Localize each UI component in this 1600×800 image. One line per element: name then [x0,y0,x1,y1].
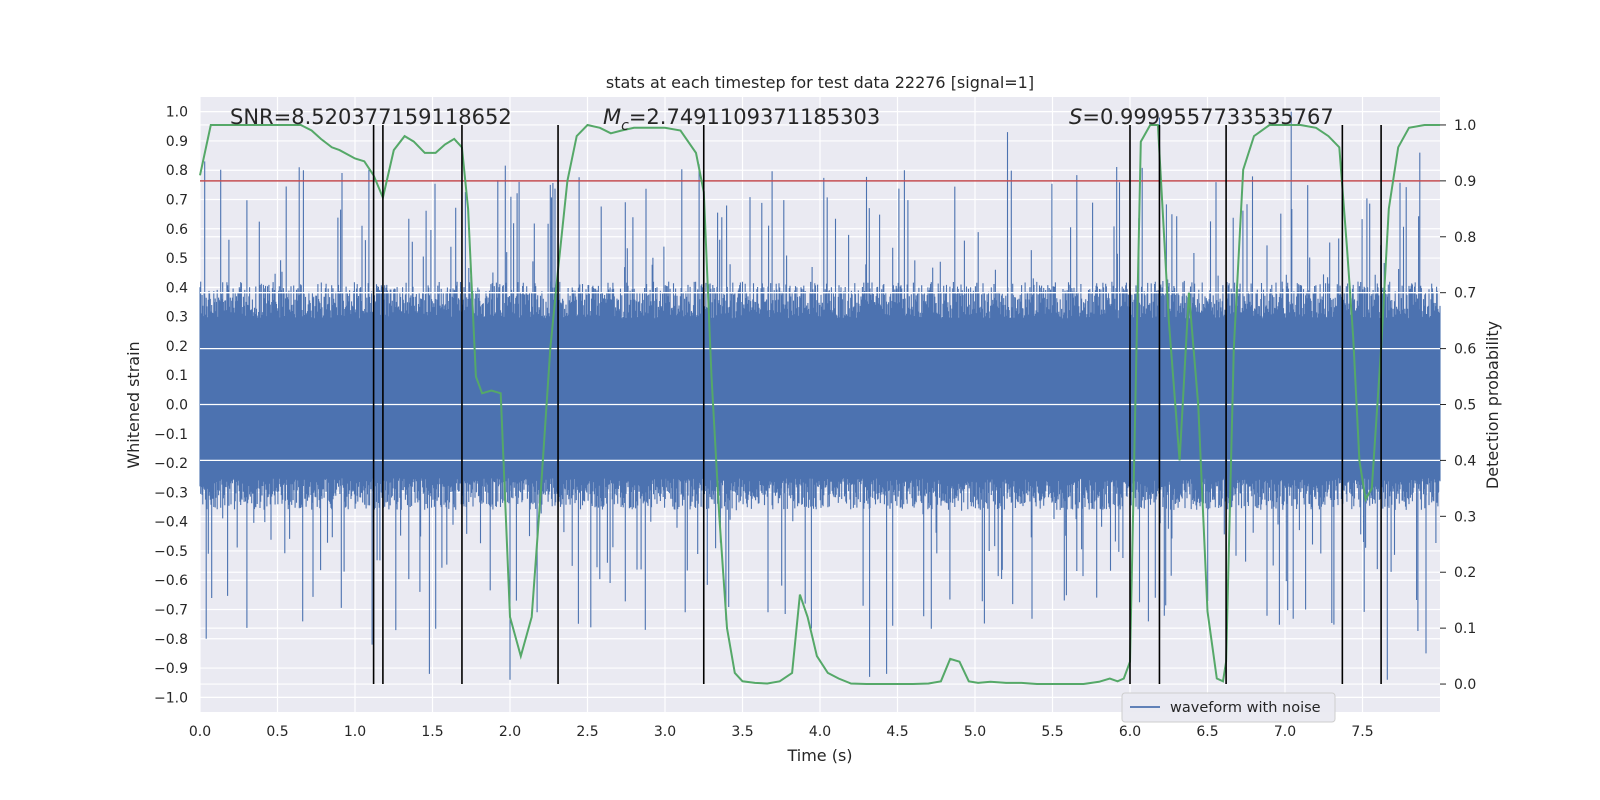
mc-value: =2.7491109371185303 [629,105,880,129]
left-y-tick-label: 0.6 [166,222,188,238]
right-y-tick-label: 0.1 [1454,621,1476,637]
chart-title: stats at each timestep for test data 222… [606,73,1034,92]
legend-label: waveform with noise [1170,700,1321,716]
x-tick-label: 3.0 [654,724,676,740]
x-tick-label: 1.0 [344,724,366,740]
x-tick-label: 4.5 [886,724,908,740]
right-y-tick-label: 0.5 [1454,398,1476,414]
x-tick-label: 7.5 [1351,724,1373,740]
right-y-tick-label: 0.9 [1454,174,1476,190]
left-y-tick-label: −0.9 [154,661,188,677]
left-y-tick-label: 0.8 [166,163,188,179]
s-value: =0.9999557733535767 [1082,105,1333,129]
x-tick-label: 3.5 [731,724,753,740]
x-tick-label: 6.5 [1196,724,1218,740]
left-y-tick-label: 0.7 [166,193,188,209]
right-y-tick-label: 0.0 [1454,677,1476,693]
left-y-tick-label: 0.4 [166,280,188,296]
x-tick-label: 0.0 [189,724,211,740]
x-tick-label: 6.0 [1119,724,1141,740]
right-y-tick-labels: 1.0 0.9 0.8 0.7 0.6 0.5 0.4 0.3 0.2 0.1 0.0 [1440,118,1476,693]
vertical-markers [372,124,1382,685]
detection-probability-series [199,123,1440,685]
x-tick-label: 1.5 [421,724,443,740]
legend: waveform with noise [1121,692,1336,723]
x-tick-label: 7.0 [1274,724,1296,740]
left-y-tick-label: −0.5 [154,544,188,560]
s-symbol: S [1069,105,1082,129]
x-tick-label: 2.0 [499,724,521,740]
x-tick-label: 5.0 [964,724,986,740]
right-y-tick-label: 0.4 [1454,453,1476,469]
x-tick-label: 0.5 [266,724,288,740]
mc-subscript: c [621,118,629,134]
right-y-tick-label: 0.8 [1454,230,1476,246]
right-y-tick-label: 1.0 [1454,118,1476,134]
right-y-tick-label: 0.7 [1454,286,1476,302]
left-y-tick-labels: 1.0 0.9 0.8 0.7 0.6 0.5 0.4 0.3 0.2 0.1 0.0 −0.1 −0.… [154,105,188,707]
legend-box [1121,692,1336,723]
waveform-core [200,340,1440,455]
right-y-axis-label: Detection probability [1483,321,1502,489]
left-y-tick-label: 0.9 [166,134,188,150]
x-tick-label: 2.5 [576,724,598,740]
chirp-mass-annotation: Mc=2.7491109371185303 [603,105,880,134]
probability-line [199,123,1440,685]
left-y-tick-label: −0.1 [154,427,188,443]
left-y-tick-label: −0.8 [154,632,188,648]
left-y-tick-label: 0.0 [166,398,188,414]
right-y-tick-label: 0.6 [1454,342,1476,358]
left-y-tick-label: −0.6 [154,573,188,589]
s-annotation: S=0.9999557733535767 [1069,105,1334,129]
left-y-tick-label: 0.5 [166,251,188,267]
left-y-tick-label: 0.3 [166,310,188,326]
x-tick-labels: 0.0 0.5 1.0 1.5 2.0 2.5 3.0 3.5 4.0 4.5 5.0 5.5 6.0 6… [189,724,1374,740]
right-y-tick-label: 0.2 [1454,565,1476,581]
snr-annotation: SNR=8.520377159118652 [230,105,512,129]
left-y-tick-label: −1.0 [154,690,188,706]
left-y-tick-label: −0.3 [154,485,188,501]
right-y-tick-label: 0.3 [1454,509,1476,525]
left-y-tick-label: −0.2 [154,456,188,472]
left-y-tick-label: 0.2 [166,339,188,355]
left-y-axis-label: Whitened strain [124,341,143,468]
x-tick-label: 4.0 [809,724,831,740]
x-tick-label: 5.5 [1041,724,1063,740]
left-y-tick-label: 0.1 [166,368,188,384]
left-y-tick-label: 1.0 [166,105,188,121]
mc-symbol: M [603,105,621,129]
left-y-tick-label: −0.7 [154,603,188,619]
left-y-tick-label: −0.4 [154,515,188,531]
x-axis-label: Time (s) [786,746,852,765]
